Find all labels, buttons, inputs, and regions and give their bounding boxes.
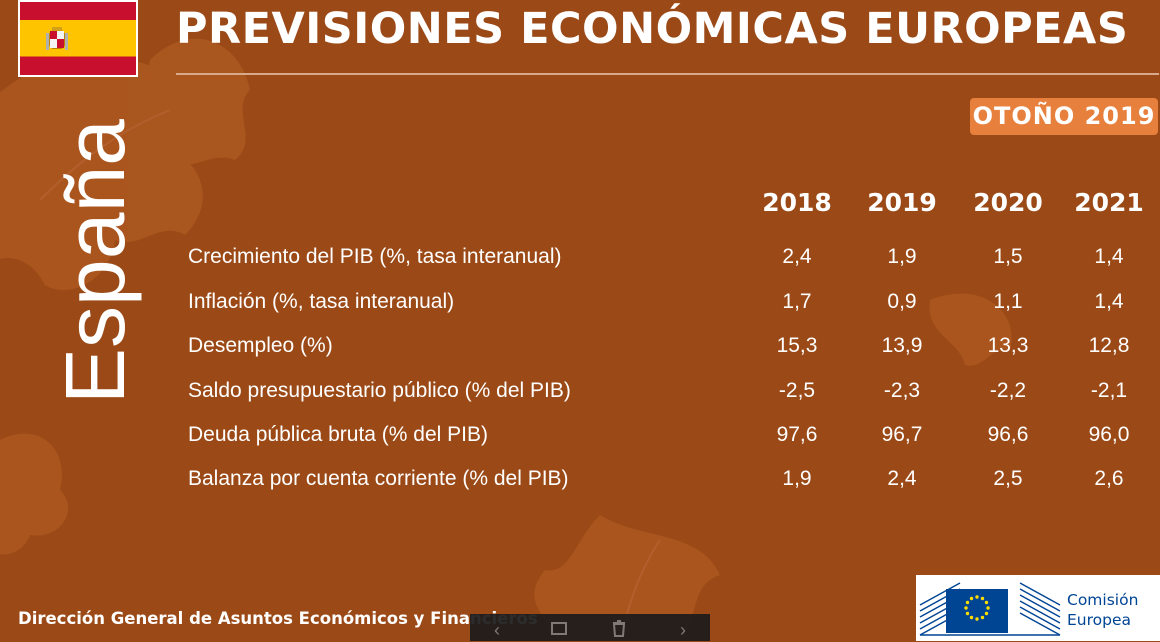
indicator-label: Saldo presupuestario público (% del PIB) xyxy=(188,379,571,402)
logo-line-2: Europea xyxy=(1067,611,1132,629)
indicator-label: Inflación (%, tasa interanual) xyxy=(188,290,455,313)
season-badge: OTOÑO 2019 xyxy=(970,98,1158,135)
table-cell: 2,6 xyxy=(1094,467,1124,490)
table-cell: 2,4 xyxy=(782,245,812,268)
table-cell: 1,9 xyxy=(782,467,812,490)
table-cell: 96,7 xyxy=(881,423,923,446)
indicator-label: Balanza por cuenta corriente (% del PIB) xyxy=(188,467,569,490)
table-cell: 1,5 xyxy=(993,245,1023,268)
table-cell: 2,5 xyxy=(993,467,1023,490)
page-title: PREVISIONES ECONÓMICAS EUROPEAS xyxy=(176,4,1129,54)
table-cell: 96,0 xyxy=(1088,423,1130,446)
table-cell: 13,3 xyxy=(987,334,1029,357)
table-cell: -2,2 xyxy=(989,379,1027,402)
table-cell: 1,9 xyxy=(887,245,917,268)
indicator-label: Desempleo (%) xyxy=(188,334,333,357)
table-cell: 12,8 xyxy=(1088,334,1130,357)
table-cell: 96,6 xyxy=(987,423,1029,446)
eu-stars-icon xyxy=(964,595,990,621)
chevron-right-icon[interactable]: › xyxy=(680,620,686,640)
title-divider xyxy=(176,73,1159,75)
slide-toolbar: ‹ › xyxy=(470,614,710,641)
table-cell: 0,9 xyxy=(887,290,917,313)
commission-building-icon xyxy=(919,582,1061,636)
table-cell: 1,4 xyxy=(1094,245,1124,268)
table-cell: 1,7 xyxy=(782,290,812,313)
year-header: 2020 xyxy=(973,188,1043,217)
year-header: 2018 xyxy=(762,188,832,217)
table-cell: -2,3 xyxy=(883,379,921,402)
table-cell: 1,1 xyxy=(993,290,1023,313)
indicator-label: Crecimiento del PIB (%, tasa interanual) xyxy=(188,245,562,268)
year-header: 2021 xyxy=(1074,188,1144,217)
directorate-name: Dirección General de Asuntos Económicos … xyxy=(18,609,538,628)
table-cell: 97,6 xyxy=(776,423,818,446)
window-icon[interactable] xyxy=(548,619,570,641)
table-cell: 13,9 xyxy=(881,334,923,357)
spain-flag-icon xyxy=(18,0,138,77)
table-cell: -2,1 xyxy=(1090,379,1128,402)
logo-line-1: Comisión xyxy=(1067,591,1139,609)
table-cell: 1,4 xyxy=(1094,290,1124,313)
table-cell: 2,4 xyxy=(887,467,917,490)
coat-of-arms-icon xyxy=(46,27,68,50)
table-cell: -2,5 xyxy=(778,379,816,402)
table-cell: 15,3 xyxy=(776,334,818,357)
country-name: España xyxy=(48,119,142,404)
trash-icon[interactable] xyxy=(608,619,630,641)
indicator-label: Deuda pública bruta (% del PIB) xyxy=(188,423,488,446)
chevron-left-icon[interactable]: ‹ xyxy=(494,620,500,640)
commission-wordmark: Comisión Europea xyxy=(1067,590,1138,630)
year-header: 2019 xyxy=(867,188,937,217)
european-commission-logo: Comisión Europea xyxy=(916,575,1160,641)
